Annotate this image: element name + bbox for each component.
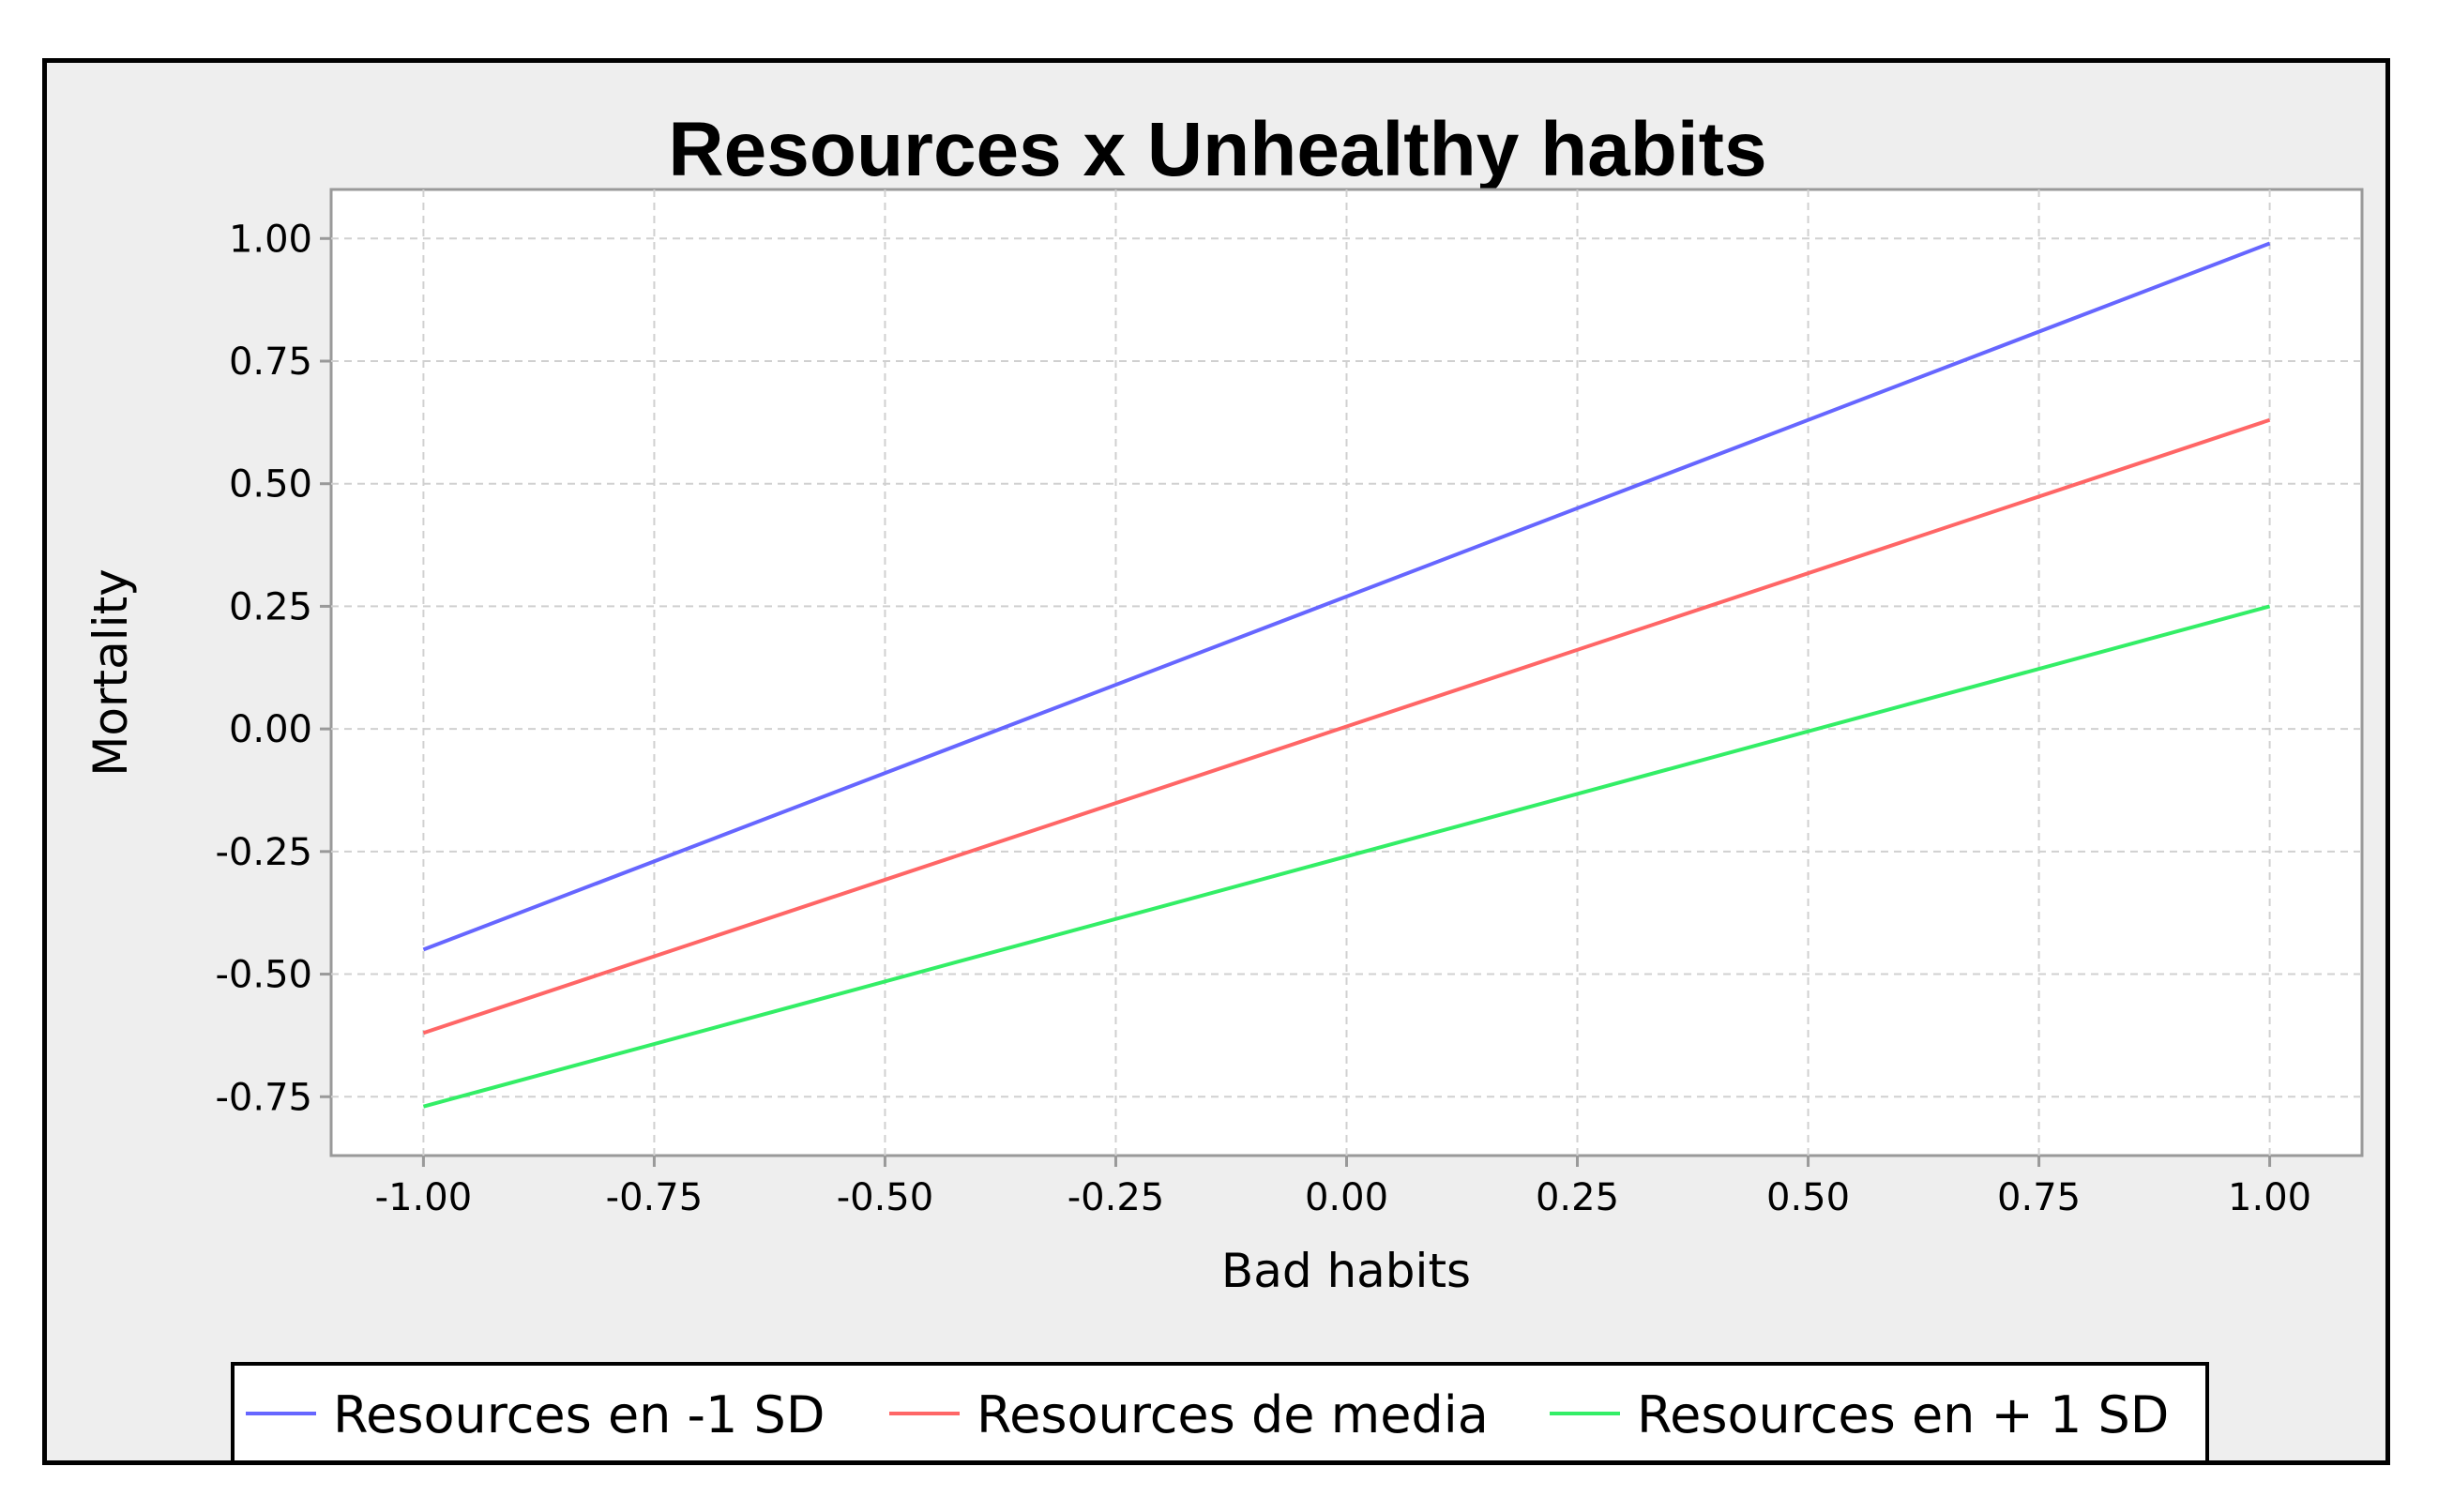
- x-tick-label: 0.25: [1536, 1176, 1619, 1219]
- chart-title: Resources x Unhealthy habits: [668, 107, 1766, 192]
- chart-frame: Resources x Unhealthy habits -1.00 -0.75-…: [42, 58, 2390, 1465]
- series-line-2: [422, 417, 2271, 1036]
- x-tick-label: -0.75: [606, 1176, 704, 1219]
- y-tick-label: 1.00: [229, 218, 312, 261]
- x-tick-label: 0.00: [1305, 1176, 1388, 1219]
- y-tick-label: 0.00: [229, 708, 312, 751]
- x-tick-label: -0.25: [1068, 1176, 1165, 1219]
- legend-label-2: Resources de media: [977, 1385, 1489, 1444]
- x-tick-label: 0.75: [1997, 1176, 2081, 1219]
- y-tick-label: -0.25: [216, 831, 313, 874]
- y-axis-label: Mortality: [83, 568, 138, 777]
- y-tick-label: 0.50: [229, 463, 312, 507]
- y-tick-label: -0.75: [216, 1076, 313, 1119]
- y-tick-label: 0.25: [229, 585, 312, 628]
- x-axis-ticks: -1.00 -0.75 -0.50 -0.25 0.00 0.25 0.50 0.75 1.00: [375, 1156, 2311, 1219]
- x-tick-label: -1.00: [375, 1176, 473, 1219]
- series-line-3: [422, 604, 2271, 1109]
- x-tick-label: 1.00: [2228, 1176, 2311, 1219]
- grid-lines: [331, 189, 2362, 1156]
- legend-label-1: Resources en -1 SD: [333, 1385, 825, 1444]
- x-tick-label: -0.50: [837, 1176, 934, 1219]
- legend: Resources en -1 SD Resources de media Reso…: [231, 1362, 2209, 1460]
- series-line-1: [422, 241, 2271, 952]
- chart-canvas: Resources x Unhealthy habits -1.00 -0.75-…: [83, 107, 2364, 1460]
- y-tick-label: 0.75: [229, 340, 312, 384]
- x-axis-label: Bad habits: [1221, 1244, 1471, 1298]
- legend-label-3: Resources en + 1 SD: [1637, 1385, 2169, 1444]
- y-tick-label: -0.50: [216, 954, 313, 997]
- x-tick-label: 0.50: [1766, 1176, 1850, 1219]
- legend-box: [231, 1362, 2209, 1460]
- y-axis-ticks: 1.00 0.75 0.50 0.25 0.00 -0.25 -0.50 -0.75: [216, 218, 331, 1119]
- series-lines: [422, 241, 2271, 1109]
